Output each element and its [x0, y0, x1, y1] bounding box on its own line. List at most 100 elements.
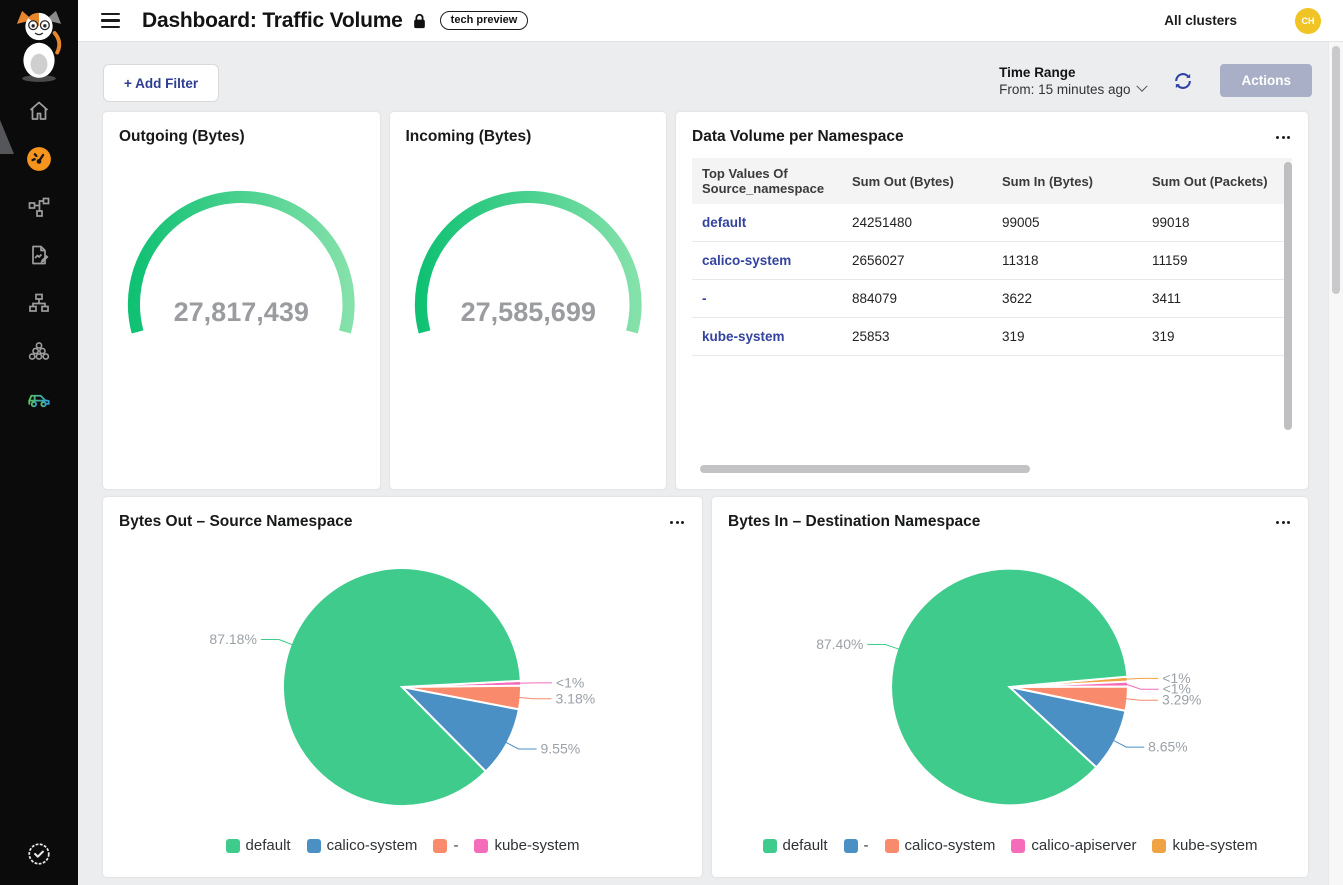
- card-title: Outgoing (Bytes): [119, 128, 245, 145]
- card-bytes-in-pie: Bytes In – Destination Namespace <1% <1% 3…: [712, 497, 1308, 877]
- bytes-in-pie-chart: <1%<1%3.29%8.65%87.40%: [816, 567, 1201, 807]
- cluster-scope-selector[interactable]: All clusters: [1164, 13, 1237, 28]
- legend-item[interactable]: calico-apiserver: [1011, 837, 1136, 854]
- pie-label-line: [505, 741, 537, 750]
- legend-item[interactable]: kube-system: [474, 837, 579, 854]
- add-filter-button[interactable]: + Add Filter: [103, 64, 220, 102]
- sidebar-item-dashboards[interactable]: [26, 146, 52, 172]
- dashboard-gauge-icon: [27, 147, 51, 172]
- table-cell: 3411: [1142, 279, 1292, 318]
- pie-label-line: [1125, 677, 1159, 680]
- legend-label: calico-system: [904, 837, 996, 854]
- card-outgoing-bytes: Outgoing (Bytes) 27,817,439: [103, 112, 380, 489]
- sidebar-item-flow-logs[interactable]: [26, 242, 52, 268]
- pie-label-line: [867, 644, 900, 650]
- avatar[interactable]: CH: [1295, 7, 1321, 34]
- gauge-arc: [127, 190, 355, 334]
- pie-label-line: [260, 639, 294, 646]
- actions-button[interactable]: Actions: [1220, 64, 1312, 97]
- legend-swatch: [306, 838, 321, 853]
- refresh-button[interactable]: [1170, 68, 1196, 94]
- legend-label: default: [245, 837, 291, 854]
- pie-label: <1%: [1163, 681, 1191, 697]
- legend-item[interactable]: -: [433, 837, 458, 854]
- table-horizontal-scrollbar[interactable]: [692, 465, 1292, 473]
- column-header[interactable]: Top Values Of Source_namespace: [692, 158, 842, 204]
- legend-swatch: [1152, 838, 1167, 853]
- car-icon: [28, 395, 50, 408]
- sidebar-item-service-graph[interactable]: [26, 194, 52, 220]
- table-vertical-scrollbar[interactable]: [1284, 160, 1292, 452]
- card-title: Bytes Out – Source Namespace: [119, 513, 353, 530]
- pie-label: 3.18%: [556, 690, 596, 706]
- table-cell: 99018: [1142, 204, 1292, 242]
- namespace-link[interactable]: default: [702, 215, 747, 230]
- tech-preview-badge: tech preview: [439, 11, 529, 30]
- pie-legend: default - calico-system calico-apiserver kub…: [728, 837, 1292, 854]
- pie-label: 87.40%: [816, 636, 863, 652]
- page-scrollbar[interactable]: [1328, 42, 1343, 885]
- top-cards-row: Outgoing (Bytes) 27,817,439 Incoming (By…: [103, 112, 1308, 489]
- sidebar-item-home[interactable]: [26, 98, 52, 124]
- pie-label: 9.55%: [541, 741, 581, 757]
- workloads-cluster-icon: [28, 342, 50, 361]
- table-header-row: Top Values Of Source_namespace Sum Out (B…: [692, 158, 1292, 204]
- page-title: Dashboard: Traffic Volume: [142, 8, 403, 32]
- namespace-link[interactable]: calico-system: [702, 253, 792, 268]
- bottom-cards-row: Bytes Out – Source Namespace <1% 3.18% 9.5…: [103, 497, 1308, 877]
- card-menu-button[interactable]: [1274, 130, 1292, 145]
- card-title: Incoming (Bytes): [405, 128, 532, 145]
- card-title: Data Volume per Namespace: [692, 128, 904, 145]
- legend-item[interactable]: -: [843, 837, 869, 854]
- card-menu-button[interactable]: [1274, 515, 1292, 530]
- column-header[interactable]: Sum In (Bytes): [992, 158, 1142, 204]
- pie-label-line: [1125, 698, 1159, 701]
- sidebar-item-network-tree[interactable]: [26, 290, 52, 316]
- card-menu-button[interactable]: [668, 515, 686, 530]
- legend-item[interactable]: default: [225, 837, 291, 854]
- bytes-out-pie-chart: <1%3.18% 9.55% 87.18%: [209, 567, 596, 808]
- namespace-cell: -: [692, 279, 842, 318]
- table-cell: 25853: [842, 317, 992, 356]
- legend-item[interactable]: calico-system: [306, 837, 417, 854]
- time-range-label: Time Range: [999, 64, 1076, 80]
- time-range-selector[interactable]: Time Range From: 15 minutes ago: [999, 64, 1149, 97]
- sidebar-nav: [0, 98, 78, 412]
- main-content: + Add Filter Time Range From: 15 minutes…: [78, 42, 1329, 885]
- legend-label: -: [863, 837, 869, 854]
- legend-label: -: [453, 837, 459, 854]
- sidebar-item-workloads[interactable]: [26, 338, 52, 364]
- namespace-cell: default: [692, 204, 842, 242]
- flow-logs-icon: [32, 246, 49, 265]
- legend-item[interactable]: default: [762, 837, 828, 854]
- legend-swatch: [1011, 838, 1026, 853]
- pie-label-line: [518, 696, 552, 700]
- service-graph-icon: [28, 198, 50, 218]
- table-row: calico-system 2656027 11318 11159: [692, 241, 1292, 280]
- outgoing-gauge-chart: 27,817,439: [127, 190, 355, 334]
- sidebar-item-car[interactable]: [26, 386, 52, 412]
- sidebar-item-verified[interactable]: [26, 841, 52, 867]
- column-header[interactable]: Sum Out (Bytes): [842, 158, 992, 204]
- table-cell: 319: [992, 317, 1142, 356]
- namespace-link[interactable]: kube-system: [702, 329, 785, 344]
- card-title: Bytes In – Destination Namespace: [728, 513, 981, 530]
- data-volume-table: Top Values Of Source_namespace Sum Out (B…: [692, 158, 1292, 356]
- card-data-volume-table: Data Volume per Namespace Top Values Of …: [676, 112, 1308, 489]
- calico-cat-logo[interactable]: [13, 7, 65, 82]
- table-row: kube-system 25853 319 319: [692, 317, 1292, 356]
- time-range-value: From: 15 minutes ago: [999, 81, 1131, 97]
- column-header[interactable]: Sum Out (Packets): [1142, 158, 1292, 204]
- menu-toggle-button[interactable]: [97, 9, 124, 32]
- legend-label: kube-system: [494, 837, 580, 854]
- table-cell: 24251480: [842, 204, 992, 242]
- pie-label: 8.65%: [1148, 739, 1187, 755]
- table-cell: 11318: [992, 241, 1142, 280]
- legend-item[interactable]: calico-system: [884, 837, 996, 854]
- table-cell: 11159: [1142, 241, 1292, 280]
- namespace-link[interactable]: -: [702, 291, 707, 306]
- legend-swatch: [474, 838, 489, 853]
- legend-item[interactable]: kube-system: [1152, 837, 1257, 854]
- incoming-gauge-chart: 27,585,699: [414, 190, 642, 334]
